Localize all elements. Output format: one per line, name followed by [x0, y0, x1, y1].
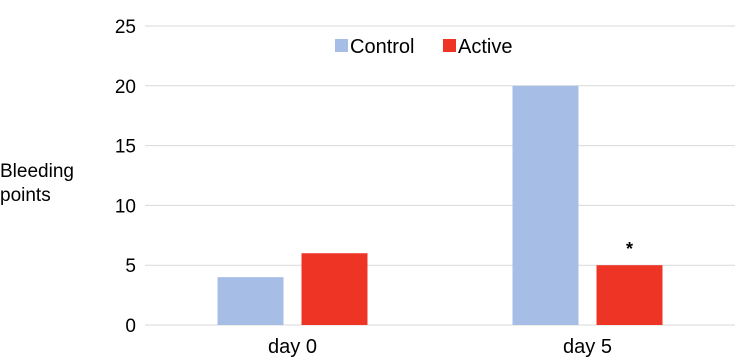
legend-label-active: Active	[458, 36, 512, 58]
y-tick-label: 0	[125, 316, 136, 337]
significance-asterisk: *	[626, 239, 633, 259]
bar-control-day-0	[217, 277, 284, 325]
bar-control-day-5	[512, 85, 579, 325]
y-tick-label: 10	[115, 196, 136, 217]
x-category-labels: day 0 day 5	[268, 336, 612, 357]
legend-label-control: Control	[350, 36, 414, 58]
y-tick-label: 25	[115, 17, 136, 38]
y-tick-label: 5	[125, 256, 136, 277]
y-axis-label-line-2: points	[0, 185, 51, 206]
y-tick-label: 15	[115, 137, 136, 158]
bars	[217, 85, 663, 325]
y-tick-labels: 0 5 10 15 20 25	[115, 17, 136, 337]
annotations: *	[626, 239, 633, 259]
legend-swatch-active	[443, 39, 456, 52]
y-axis-label-line-1: Bleeding	[0, 161, 74, 182]
bar-active-day-5	[596, 265, 663, 325]
y-tick-label: 20	[115, 77, 136, 98]
legend-swatch-control	[335, 39, 348, 52]
x-category-label: day 0	[268, 336, 317, 357]
x-category-label: day 5	[563, 336, 612, 357]
bar-active-day-0	[301, 253, 368, 325]
legend: Control Active	[335, 36, 512, 58]
